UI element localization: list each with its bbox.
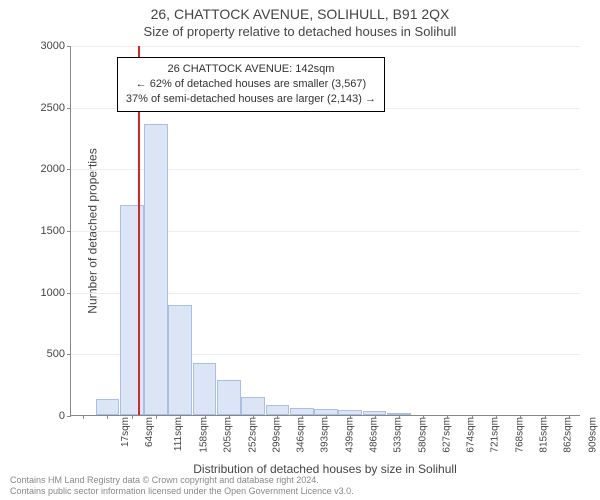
histogram-bar (193, 363, 217, 415)
chart-title-line1: 26, CHATTOCK AVENUE, SOLIHULL, B91 2QX (0, 6, 600, 22)
xtick-label: 580sqm (414, 417, 428, 453)
ytick-label: 0 (59, 410, 71, 422)
xtick-label: 205sqm (220, 417, 234, 453)
xtick-label: 768sqm (511, 417, 525, 453)
xtick-mark (205, 415, 206, 419)
xtick-mark (229, 415, 230, 419)
xtick-label: 252sqm (244, 417, 258, 453)
chart-title-line2: Size of property relative to detached ho… (0, 24, 600, 39)
xtick-mark (472, 415, 473, 419)
xtick-label: 486sqm (366, 417, 380, 453)
annotation-line1: 26 CHATTOCK AVENUE: 142sqm (126, 62, 376, 77)
xtick-mark (132, 415, 133, 419)
footer-line1: Contains HM Land Registry data © Crown c… (10, 475, 354, 486)
xtick-label: 674sqm (463, 417, 477, 453)
xtick-label: 64sqm (141, 417, 155, 447)
xtick-mark (520, 415, 521, 419)
x-axis-label: Distribution of detached houses by size … (70, 462, 580, 476)
histogram-bar (168, 305, 192, 415)
chart-container: 26, CHATTOCK AVENUE, SOLIHULL, B91 2QX S… (0, 0, 600, 500)
xtick-mark (423, 415, 424, 419)
xtick-mark (326, 415, 327, 419)
ytick-label: 500 (47, 348, 71, 360)
xtick-label: 111sqm (170, 417, 184, 451)
xtick-label: 346sqm (293, 417, 307, 453)
histogram-bar (266, 405, 290, 415)
histogram-bar (120, 205, 144, 415)
xtick-label: 393sqm (317, 417, 331, 453)
ytick-label: 2500 (41, 102, 71, 114)
plot-area: 05001000150020002500300017sqm64sqm111sqm… (70, 46, 580, 416)
xtick-label: 815sqm (536, 417, 550, 453)
xtick-label: 439sqm (341, 417, 355, 453)
y-axis-label-wrap: Number of detached properties (0, 46, 20, 416)
xtick-mark (302, 415, 303, 419)
xtick-mark (496, 415, 497, 419)
xtick-label: 862sqm (560, 417, 574, 453)
annotation-line2: ← 62% of detached houses are smaller (3,… (126, 77, 376, 92)
xtick-mark (107, 415, 108, 419)
xtick-mark (569, 415, 570, 419)
xtick-mark (447, 415, 448, 419)
xtick-mark (399, 415, 400, 419)
histogram-bar (144, 124, 168, 415)
xtick-label: 533sqm (390, 417, 404, 453)
xtick-mark (180, 415, 181, 419)
xtick-mark (83, 415, 84, 419)
xtick-label: 627sqm (438, 417, 452, 453)
ytick-label: 1500 (41, 225, 71, 237)
xtick-mark (277, 415, 278, 419)
xtick-mark (156, 415, 157, 419)
ytick-label: 2000 (41, 163, 71, 175)
histogram-bar (96, 399, 120, 415)
annotation-box: 26 CHATTOCK AVENUE: 142sqm← 62% of detac… (117, 57, 385, 112)
histogram-bar (217, 380, 241, 415)
footer-attribution: Contains HM Land Registry data © Crown c… (10, 475, 354, 497)
annotation-line3: 37% of semi-detached houses are larger (… (126, 92, 376, 107)
histogram-bar (241, 397, 265, 416)
gridline-h (71, 46, 580, 47)
xtick-mark (350, 415, 351, 419)
xtick-label: 17sqm (117, 417, 131, 447)
xtick-label: 721sqm (487, 417, 501, 453)
xtick-mark (545, 415, 546, 419)
histogram-bar (290, 408, 314, 415)
xtick-label: 158sqm (196, 417, 210, 453)
xtick-mark (375, 415, 376, 419)
ytick-label: 1000 (41, 287, 71, 299)
xtick-label: 299sqm (268, 417, 282, 453)
footer-line2: Contains public sector information licen… (10, 486, 354, 497)
xtick-label: 909sqm (584, 417, 598, 453)
ytick-label: 3000 (41, 40, 71, 52)
xtick-mark (253, 415, 254, 419)
